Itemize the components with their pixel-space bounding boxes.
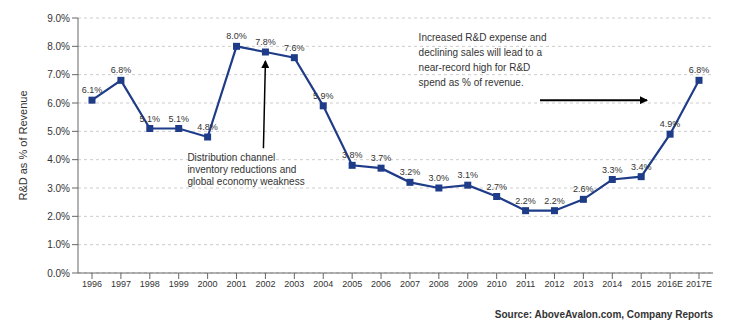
svg-text:3.2%: 3.2% <box>400 167 421 177</box>
svg-text:2000: 2000 <box>198 279 218 289</box>
svg-text:2006: 2006 <box>371 279 391 289</box>
svg-text:2004: 2004 <box>313 279 333 289</box>
svg-text:2.2%: 2.2% <box>515 196 536 206</box>
svg-text:2003: 2003 <box>284 279 304 289</box>
svg-text:2.6%: 2.6% <box>573 184 594 194</box>
svg-text:4.8%: 4.8% <box>197 122 218 132</box>
svg-text:2017E: 2017E <box>686 279 712 289</box>
svg-text:6.8%: 6.8% <box>689 65 710 75</box>
svg-text:2.2%: 2.2% <box>544 196 565 206</box>
svg-text:2007: 2007 <box>400 279 420 289</box>
svg-text:6.8%: 6.8% <box>111 65 132 75</box>
svg-text:6.1%: 6.1% <box>82 85 103 95</box>
svg-text:1997: 1997 <box>111 279 131 289</box>
svg-text:2.7%: 2.7% <box>486 182 507 192</box>
svg-text:6.0%: 6.0% <box>47 98 70 109</box>
svg-text:2002: 2002 <box>255 279 275 289</box>
svg-text:2015: 2015 <box>631 279 651 289</box>
svg-text:Increased R&D expense anddecli: Increased R&D expense anddeclining sales… <box>419 32 547 88</box>
svg-text:Source: AboveAvalon.com, Compa: Source: AboveAvalon.com, Company Reports <box>495 309 714 320</box>
svg-text:5.0%: 5.0% <box>47 126 70 137</box>
svg-text:2010: 2010 <box>487 279 507 289</box>
svg-text:1996: 1996 <box>82 279 102 289</box>
svg-text:0.0%: 0.0% <box>47 268 70 279</box>
svg-text:4.0%: 4.0% <box>47 154 70 165</box>
svg-text:3.4%: 3.4% <box>631 162 652 172</box>
svg-text:3.1%: 3.1% <box>458 170 479 180</box>
svg-text:1998: 1998 <box>140 279 160 289</box>
svg-text:5.1%: 5.1% <box>140 114 161 124</box>
svg-text:3.0%: 3.0% <box>429 173 450 183</box>
svg-text:7.0%: 7.0% <box>47 69 70 80</box>
svg-text:5.9%: 5.9% <box>313 91 334 101</box>
svg-text:1999: 1999 <box>169 279 189 289</box>
svg-text:8.0%: 8.0% <box>47 41 70 52</box>
svg-text:2001: 2001 <box>227 279 247 289</box>
svg-text:4.9%: 4.9% <box>660 119 681 129</box>
svg-text:2011: 2011 <box>516 279 535 289</box>
svg-text:9.0%: 9.0% <box>47 13 70 24</box>
svg-text:3.8%: 3.8% <box>342 150 363 160</box>
svg-text:1.0%: 1.0% <box>47 239 70 250</box>
svg-text:8.0%: 8.0% <box>226 31 247 41</box>
svg-text:3.7%: 3.7% <box>371 153 392 163</box>
svg-text:7.8%: 7.8% <box>255 37 276 47</box>
svg-text:2013: 2013 <box>573 279 593 289</box>
svg-text:2005: 2005 <box>342 279 362 289</box>
svg-text:2014: 2014 <box>602 279 622 289</box>
svg-text:5.1%: 5.1% <box>168 114 189 124</box>
svg-text:2016E: 2016E <box>657 279 683 289</box>
svg-text:R&D as % of Revenue: R&D as % of Revenue <box>17 90 29 200</box>
svg-text:2.0%: 2.0% <box>47 211 70 222</box>
svg-text:7.6%: 7.6% <box>284 43 305 53</box>
svg-text:2012: 2012 <box>544 279 564 289</box>
svg-text:Distribution channelinventory: Distribution channelinventory reductions… <box>187 152 304 187</box>
svg-text:3.0%: 3.0% <box>47 183 70 194</box>
svg-text:3.3%: 3.3% <box>602 165 623 175</box>
svg-text:2008: 2008 <box>429 279 449 289</box>
svg-text:2009: 2009 <box>458 279 478 289</box>
